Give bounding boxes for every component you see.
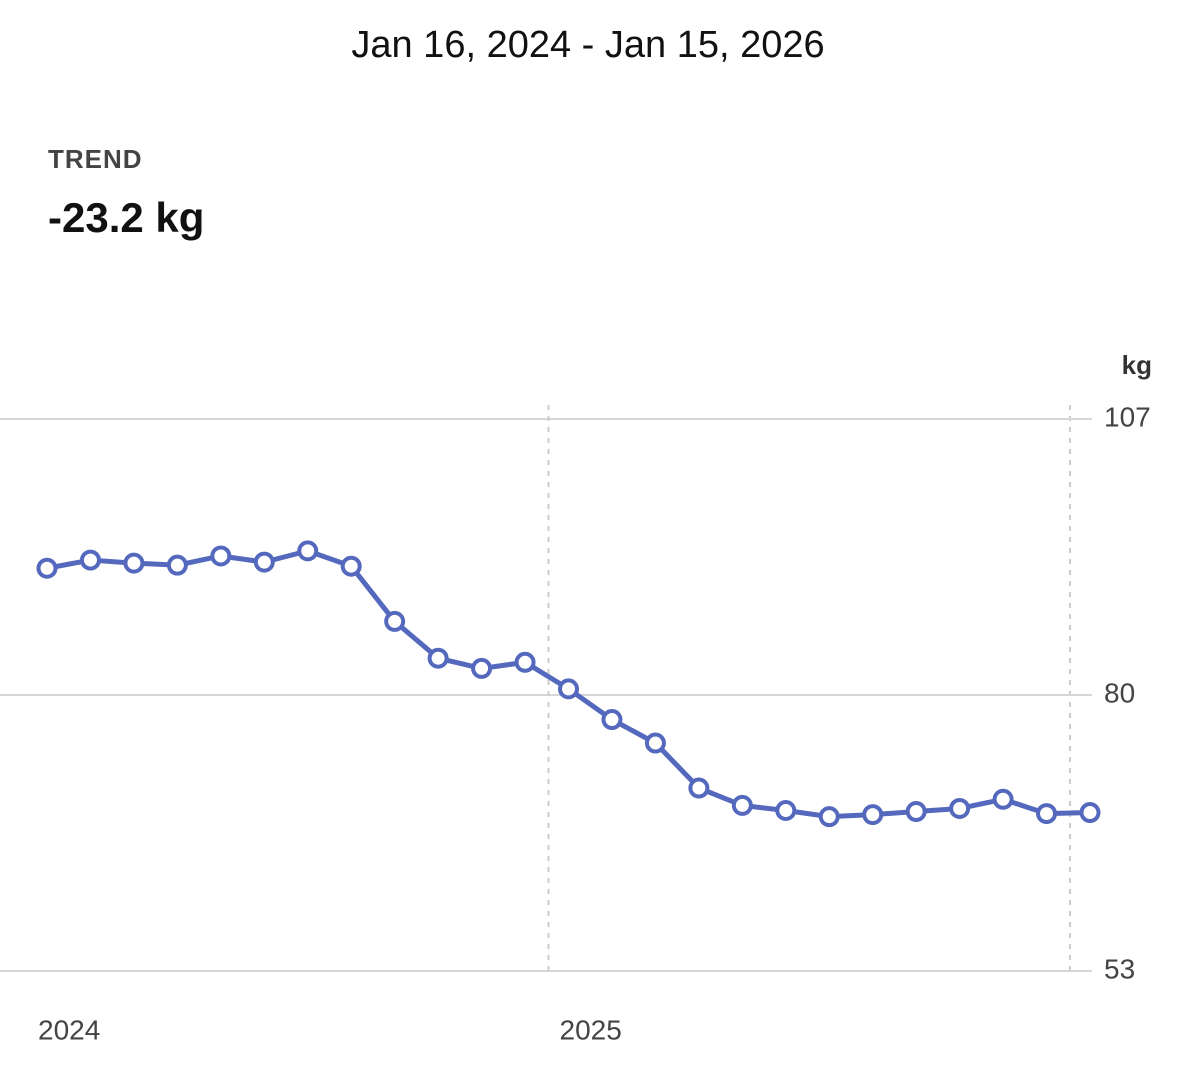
data-point xyxy=(1036,803,1058,825)
data-point xyxy=(644,732,666,754)
data-point xyxy=(123,552,145,574)
x-tick-label: 2025 xyxy=(560,1014,622,1045)
data-point xyxy=(36,557,58,579)
y-unit: kg xyxy=(1122,350,1152,380)
data-point xyxy=(905,801,927,823)
y-tick-label: 107 xyxy=(1104,401,1151,432)
data-point xyxy=(818,806,840,828)
data-point xyxy=(471,657,493,679)
data-point xyxy=(688,777,710,799)
data-point xyxy=(601,709,623,731)
data-point xyxy=(384,610,406,632)
data-point xyxy=(427,647,449,669)
x-tick-label: 2024 xyxy=(38,1014,100,1045)
data-point xyxy=(297,540,319,562)
data-point xyxy=(558,678,579,700)
data-point xyxy=(340,555,362,577)
y-tick-label: 80 xyxy=(1104,677,1135,708)
data-point xyxy=(210,545,232,567)
y-tick-label: 53 xyxy=(1104,953,1135,984)
metric-label: TREND xyxy=(48,144,143,174)
data-point xyxy=(862,804,884,826)
metric-value: -23.2 kg xyxy=(48,194,204,241)
date-range: Jan 16, 2024 - Jan 15, 2026 xyxy=(351,24,824,66)
data-point xyxy=(731,794,753,816)
data-point xyxy=(949,797,971,819)
data-point xyxy=(514,651,536,673)
data-point xyxy=(775,800,797,822)
data-point xyxy=(79,549,101,571)
data-point xyxy=(166,554,188,576)
data-point xyxy=(1079,802,1101,824)
data-point xyxy=(992,788,1014,810)
data-point xyxy=(253,551,275,573)
